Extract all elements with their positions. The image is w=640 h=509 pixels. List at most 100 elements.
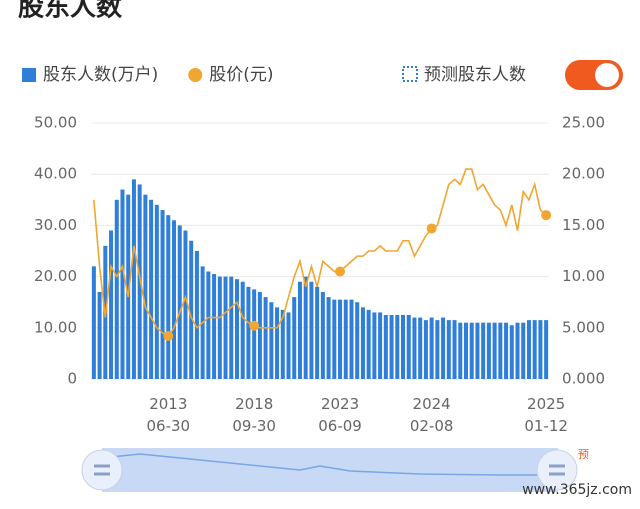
x-tick-line: 09-30 [232, 417, 276, 435]
bar [275, 307, 280, 379]
bar [109, 230, 114, 379]
bar [366, 309, 371, 379]
bar [303, 276, 308, 379]
bar [172, 220, 177, 379]
chart-title: 股东人数 [18, 0, 123, 23]
price-dot [335, 266, 346, 277]
y-tick-label: 30.00 [34, 216, 77, 234]
bar [538, 320, 543, 379]
navigator-handle[interactable] [81, 449, 123, 491]
bar [217, 276, 222, 379]
bar [160, 210, 165, 379]
bar [504, 322, 509, 379]
bar [441, 317, 446, 379]
bar [252, 289, 257, 379]
legend-marker [22, 68, 36, 82]
bar [498, 322, 503, 379]
bar [429, 317, 434, 379]
bar [149, 199, 154, 379]
x-tick-line: 01-12 [524, 417, 568, 435]
bar [297, 281, 302, 379]
y2-tick-label: 10.00 [562, 267, 605, 285]
x-tick-line: 2025 [527, 395, 565, 413]
bar [343, 299, 348, 379]
bar [326, 297, 331, 379]
bar [469, 322, 474, 379]
bar [183, 230, 188, 379]
bar [486, 322, 491, 379]
bar [406, 315, 411, 379]
watermark: www.365jz.com [522, 482, 632, 498]
bar [137, 184, 142, 379]
x-tick-label: 2025 01-12 [524, 395, 568, 435]
bar [315, 286, 320, 379]
bar [292, 297, 297, 379]
bar [492, 322, 497, 379]
bar [349, 299, 354, 379]
y-tick-label: 10.00 [34, 318, 77, 336]
y2-tick-label: 0.000 [562, 370, 605, 388]
y-tick-label: 20.00 [34, 267, 77, 285]
bar [475, 322, 480, 379]
bar [446, 320, 451, 379]
bar [355, 302, 360, 379]
x-tick-line: 02-08 [410, 417, 454, 435]
bar [91, 266, 96, 379]
y-tick-label: 40.00 [34, 165, 77, 183]
bar [280, 309, 285, 379]
bar [532, 320, 537, 379]
y2-tick-label: 5.000 [562, 318, 605, 336]
y-tick-label: 0 [67, 370, 77, 388]
x-tick-line: 2023 [321, 395, 359, 413]
bar [234, 279, 239, 379]
price-dot [426, 223, 437, 234]
bar [229, 276, 234, 379]
bar [515, 322, 520, 379]
bar [521, 322, 526, 379]
bar [126, 194, 131, 379]
x-tick-line: 2024 [413, 395, 451, 413]
bar [286, 312, 291, 379]
navigator[interactable] [81, 448, 578, 492]
bar [418, 317, 423, 379]
bar [257, 291, 262, 379]
navigator-line [101, 453, 558, 476]
bar [401, 315, 406, 379]
bar [435, 320, 440, 379]
bar [481, 322, 486, 379]
bar [458, 322, 463, 379]
price-dot [249, 320, 260, 331]
navigator-window[interactable] [102, 448, 558, 492]
bar [97, 291, 102, 379]
y2-tick-label: 20.00 [562, 165, 605, 183]
bar [395, 315, 400, 379]
navigator-label: 预 [578, 448, 589, 461]
handle-grip [94, 464, 110, 476]
bar [212, 274, 217, 379]
toggle-knob[interactable] [595, 63, 619, 87]
bar [177, 225, 182, 379]
bar [143, 194, 148, 379]
bar [246, 286, 251, 379]
x-tick-line: 2013 [149, 395, 187, 413]
toggle-label: 预测股东人数 [424, 65, 526, 85]
y2-tick-label: 25.00 [562, 114, 605, 132]
toggle[interactable] [565, 60, 623, 90]
legend-label: 股价(元) [209, 65, 273, 85]
y2-tick-label: 15.00 [562, 216, 605, 234]
legend-marker [188, 68, 203, 82]
bar [423, 320, 428, 379]
bar [463, 322, 468, 379]
price-dot [163, 330, 174, 341]
bar [360, 307, 365, 379]
bar [120, 189, 125, 379]
x-tick-label: 2024 02-08 [410, 395, 454, 435]
bar [131, 179, 136, 379]
bar [154, 204, 159, 379]
bar [189, 240, 194, 379]
x-tick-label: 2023 06-09 [318, 395, 362, 435]
navigator-handle[interactable] [536, 449, 578, 491]
x-tick-line: 06-09 [318, 417, 362, 435]
bar [240, 281, 245, 379]
